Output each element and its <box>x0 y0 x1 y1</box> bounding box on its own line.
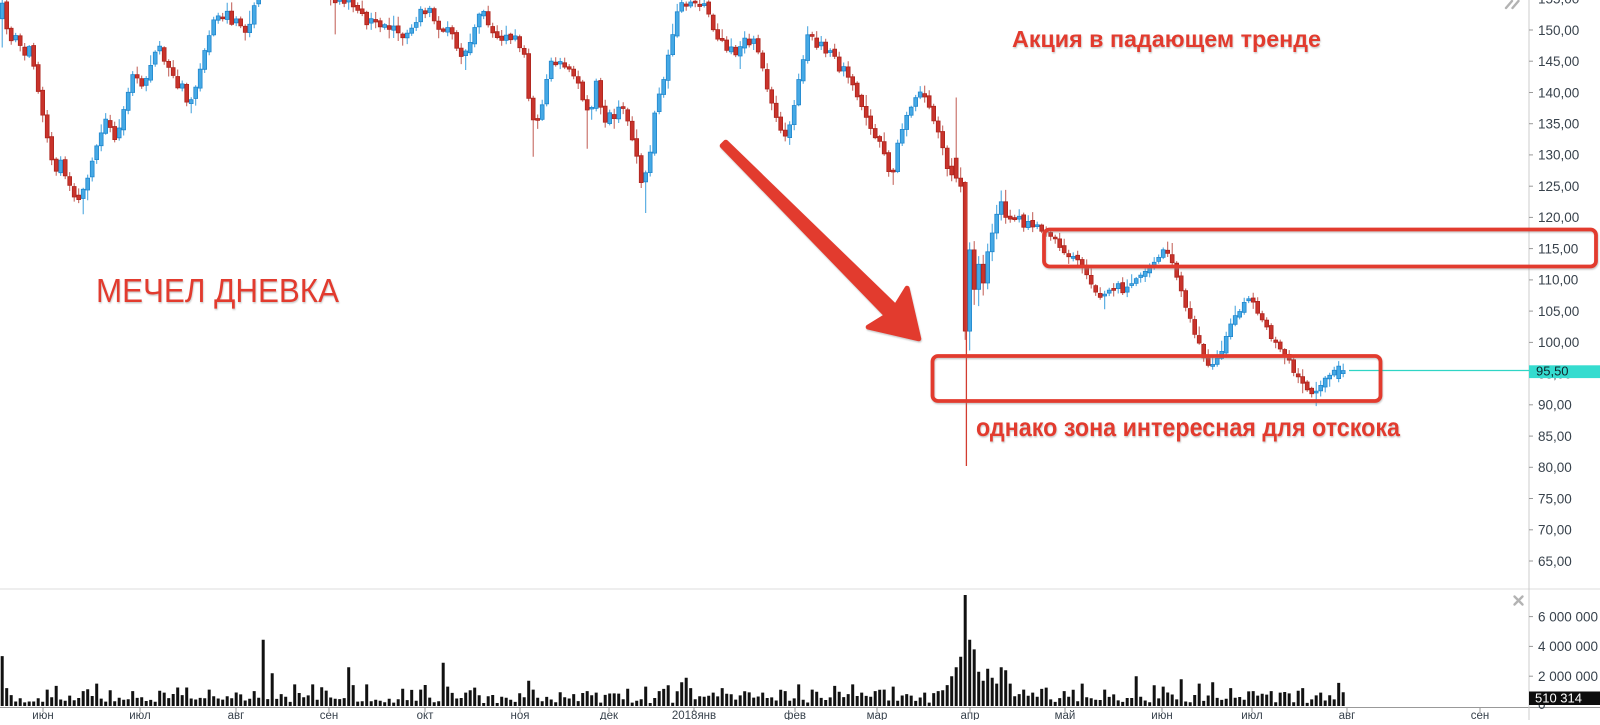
svg-text:фев: фев <box>784 710 806 720</box>
svg-text:95,50: 95,50 <box>1536 363 1569 378</box>
svg-text:115,00: 115,00 <box>1538 241 1578 256</box>
svg-text:МЕЧЕЛ ДНЕВКА: МЕЧЕЛ ДНЕВКА <box>96 272 339 309</box>
svg-text:июн: июн <box>1151 710 1172 720</box>
svg-text:авг: авг <box>228 710 245 720</box>
svg-text:сен: сен <box>1471 710 1490 720</box>
svg-text:4 000 000: 4 000 000 <box>1538 639 1598 654</box>
svg-text:авг: авг <box>1339 710 1356 720</box>
svg-text:июл: июл <box>1241 710 1263 720</box>
svg-text:105,00: 105,00 <box>1538 304 1579 319</box>
svg-text:июн: июн <box>32 710 53 720</box>
svg-text:140,00: 140,00 <box>1538 85 1579 100</box>
svg-text:июл: июл <box>129 710 151 720</box>
svg-text:125,00: 125,00 <box>1538 179 1579 194</box>
svg-text:2018янв: 2018янв <box>672 710 716 720</box>
svg-text:90,00: 90,00 <box>1538 398 1572 413</box>
svg-text:2 000 000: 2 000 000 <box>1538 669 1598 684</box>
svg-text:ноя: ноя <box>511 710 530 720</box>
svg-text:75,00: 75,00 <box>1538 491 1572 506</box>
svg-text:85,00: 85,00 <box>1538 429 1572 444</box>
svg-text:Акция в падающем тренде: Акция в падающем тренде <box>1012 26 1321 52</box>
svg-text:сен: сен <box>320 710 339 720</box>
svg-text:однако зона интересная для отс: однако зона интересная для отскока <box>976 412 1400 442</box>
svg-text:120,00: 120,00 <box>1538 210 1579 225</box>
svg-text:80,00: 80,00 <box>1538 460 1572 475</box>
svg-text:окт: окт <box>417 710 435 720</box>
svg-text:100,00: 100,00 <box>1538 335 1579 350</box>
svg-text:мар: мар <box>867 710 888 720</box>
svg-text:155,00: 155,00 <box>1538 0 1579 7</box>
svg-text:150,00: 150,00 <box>1538 23 1579 38</box>
svg-text:70,00: 70,00 <box>1538 523 1572 538</box>
svg-text:110,00: 110,00 <box>1538 273 1578 288</box>
svg-text:6 000 000: 6 000 000 <box>1538 609 1598 624</box>
svg-text:65,00: 65,00 <box>1538 554 1572 569</box>
svg-text:апр: апр <box>960 710 979 720</box>
svg-text:май: май <box>1055 710 1076 720</box>
svg-text:145,00: 145,00 <box>1538 54 1579 69</box>
svg-text:135,00: 135,00 <box>1538 117 1579 132</box>
svg-text:130,00: 130,00 <box>1538 148 1579 163</box>
svg-text:510 314: 510 314 <box>1535 691 1582 706</box>
svg-text:дек: дек <box>600 710 619 720</box>
